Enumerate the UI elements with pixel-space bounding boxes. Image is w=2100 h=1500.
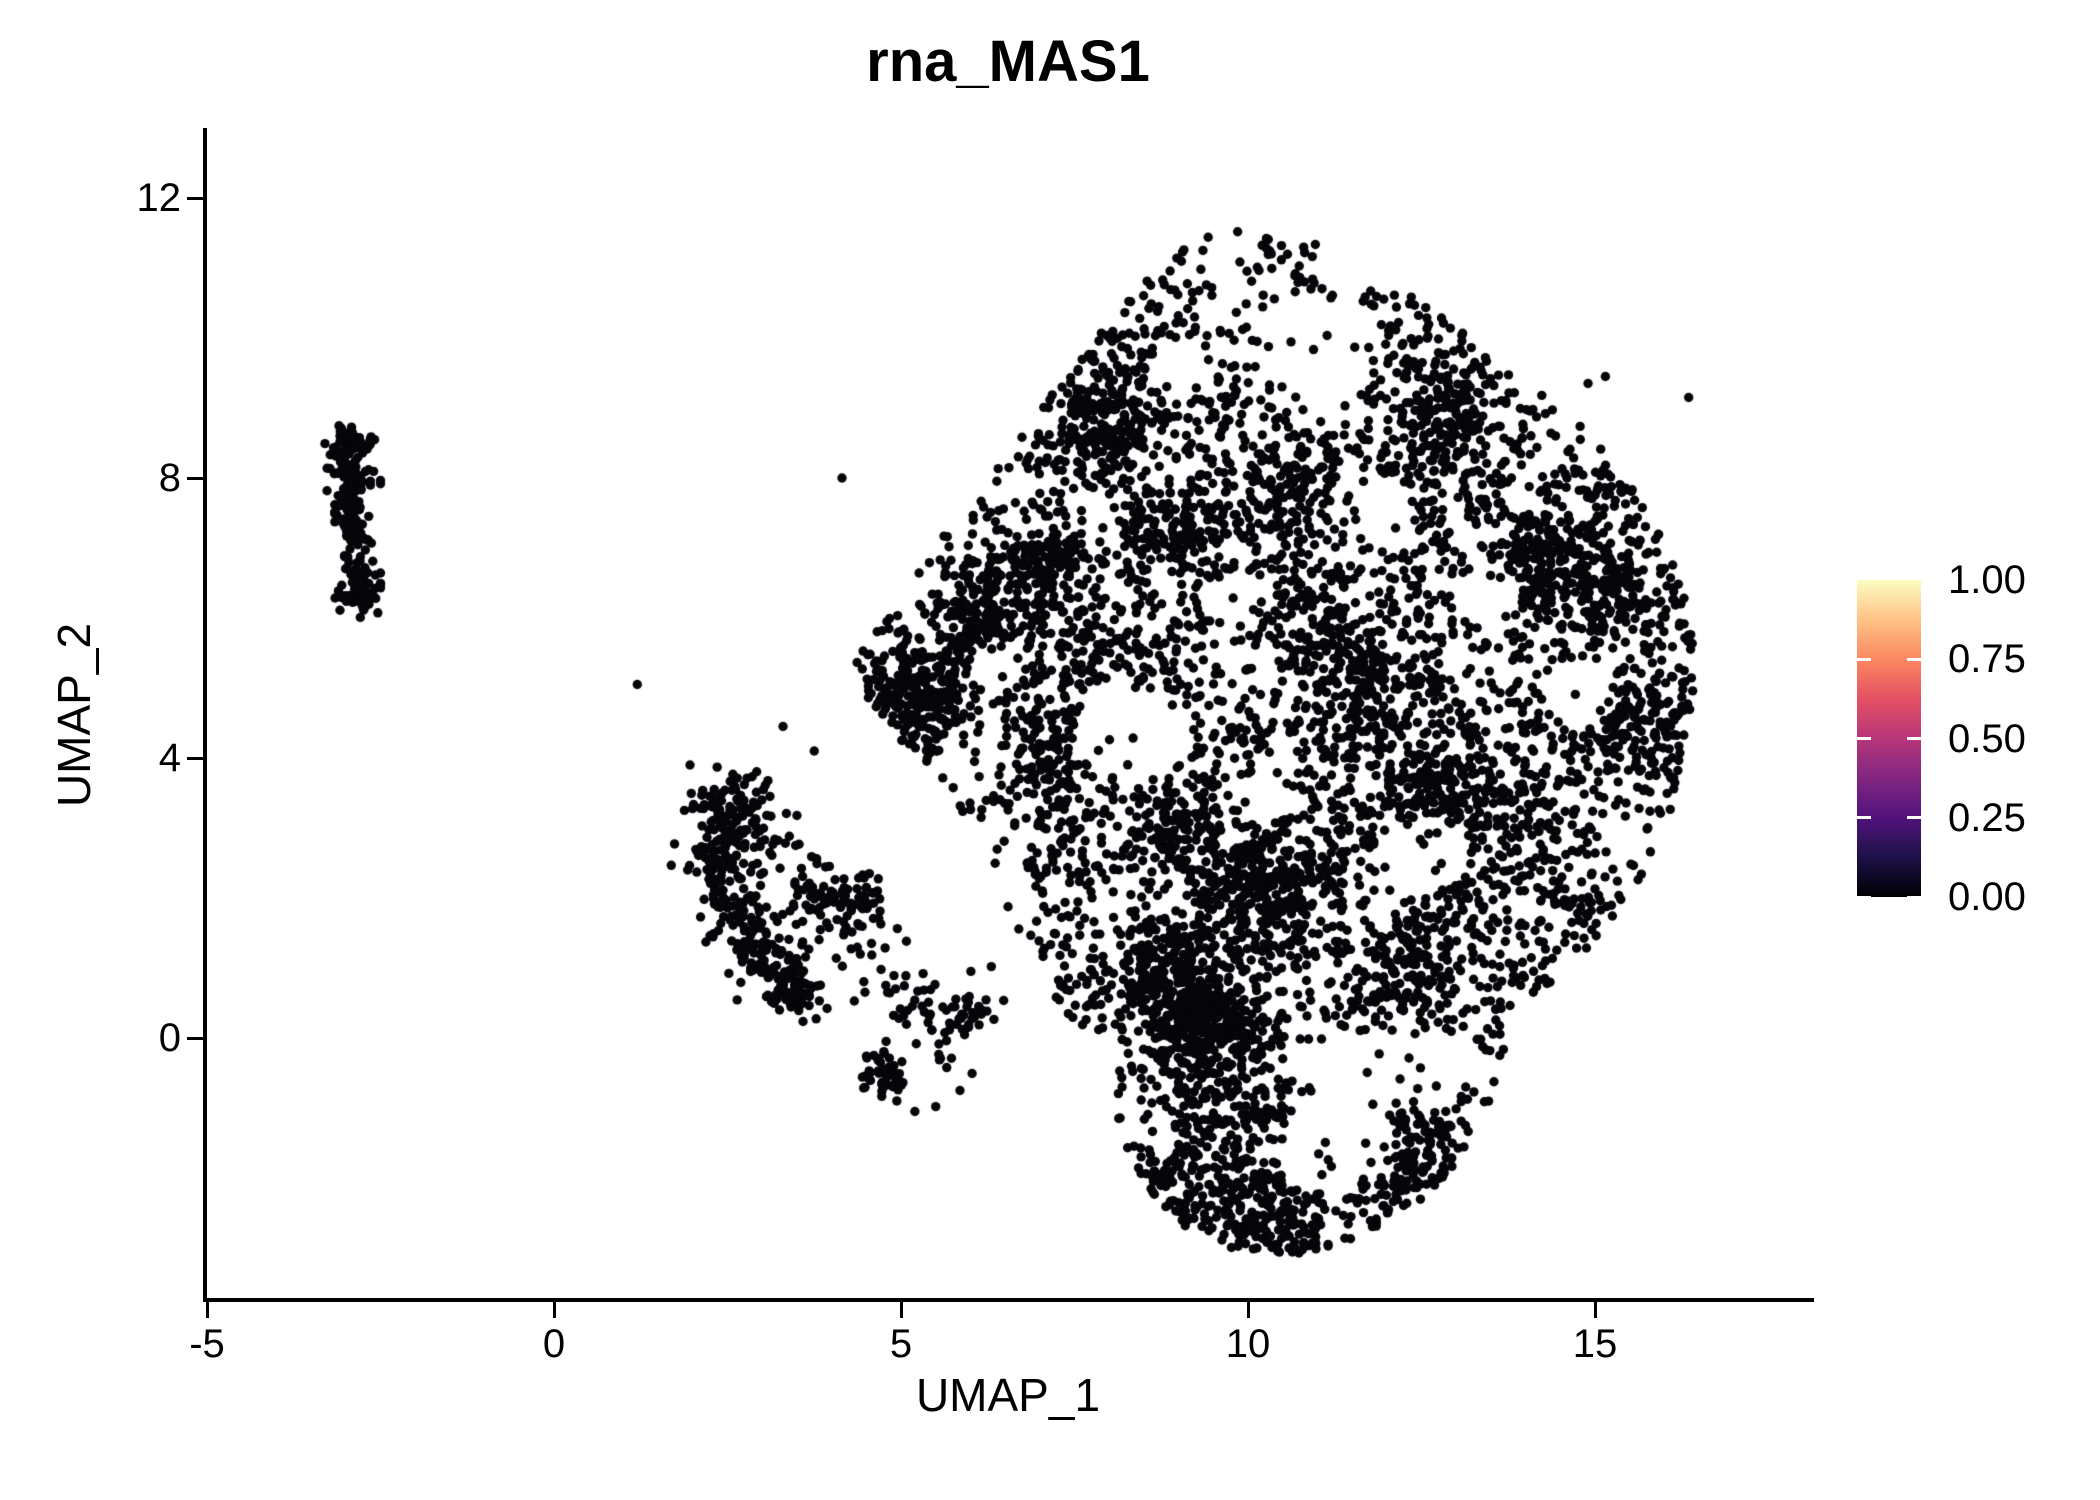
colorbar-tick-mark: [1907, 816, 1921, 820]
x-axis-title: UMAP_1: [915, 1369, 1101, 1421]
colorbar-tick-mark: [1907, 657, 1921, 661]
y-tick-mark: [187, 196, 203, 200]
y-tick-label: 0: [158, 1016, 181, 1060]
y-tick-mark: [187, 1036, 203, 1040]
y-axis-line: [203, 128, 207, 1302]
x-tick-mark: [899, 1302, 903, 1318]
colorbar-tick-mark: [1857, 816, 1871, 820]
y-tick-mark: [187, 476, 203, 480]
y-tick-label: 8: [158, 456, 181, 500]
x-tick-mark: [205, 1302, 209, 1318]
x-tick-label: 5: [889, 1322, 913, 1366]
colorbar-tick-label: 0.25: [1948, 795, 2026, 840]
x-tick-mark: [552, 1302, 556, 1318]
x-tick-label: 10: [1225, 1322, 1271, 1366]
x-tick-label: -5: [189, 1322, 225, 1366]
colorbar-tick-label: 1.00: [1948, 558, 2026, 602]
colorbar-tick-mark: [1907, 737, 1921, 740]
x-tick-mark: [1246, 1302, 1250, 1318]
colorbar-tick-mark: [1857, 737, 1871, 740]
x-axis-line: [203, 1298, 1814, 1302]
x-tick-label: 0: [542, 1322, 566, 1366]
x-tick-label: 15: [1572, 1322, 1618, 1366]
colorbar-tick-label: 0.50: [1948, 716, 2026, 761]
y-tick-mark: [187, 756, 203, 760]
y-tick-label: 12: [136, 176, 182, 220]
colorbar-tick-mark: [1907, 895, 1921, 899]
x-tick-mark: [1593, 1302, 1597, 1318]
colorbar-tick-mark: [1857, 657, 1871, 661]
colorbar-tick-mark: [1857, 895, 1871, 899]
colorbar-tick-label: 0.00: [1948, 875, 2026, 919]
colorbar-tick-label: 0.75: [1948, 637, 2026, 682]
plot-title: rna_MAS1: [866, 29, 1150, 94]
y-tick-label: 4: [158, 736, 181, 780]
